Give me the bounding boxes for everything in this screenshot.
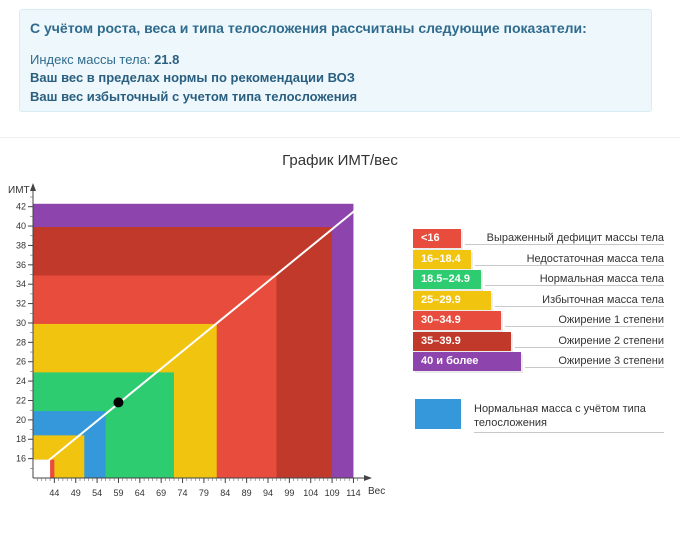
- x-tick-label: 44: [49, 488, 59, 498]
- who-norm-text: Ваш вес в пределах нормы по рекомендации…: [30, 70, 355, 85]
- result-panel: С учётом роста, веса и типа телосложения…: [19, 9, 652, 112]
- x-tick-label: 49: [71, 488, 81, 498]
- x-tick-label: 109: [325, 488, 340, 498]
- x-axis-label: Вес: [368, 486, 385, 497]
- legend-badge-0: <16: [413, 229, 461, 248]
- y-tick-label: 40: [16, 221, 26, 231]
- legend-swatch-body-type-norm: [415, 399, 461, 429]
- legend-badge-6: 40 и более: [413, 352, 521, 371]
- y-tick-label: 36: [16, 260, 26, 270]
- legend-label-body-type-norm: Нормальная масса с учётом типа телосложе…: [474, 402, 664, 433]
- x-tick-label: 104: [303, 488, 318, 498]
- chart-title: График ИМТ/вес: [282, 152, 398, 169]
- y-tick-label: 16: [16, 454, 26, 464]
- legend-badge-1: 16–18.4: [413, 249, 471, 269]
- legend-label-4: Ожирение 1 степени: [505, 314, 664, 327]
- y-tick-label: 28: [16, 337, 26, 347]
- legend-label-6: Ожирение 3 степени: [525, 355, 664, 368]
- legend-label-0: Выраженный дефицит массы тела: [465, 232, 664, 245]
- y-tick-label: 20: [16, 415, 26, 425]
- x-tick-label: 54: [92, 488, 102, 498]
- y-tick-label: 26: [16, 357, 26, 367]
- y-tick-label: 38: [16, 240, 26, 250]
- bmi-line: Индекс массы тела: 21.8: [30, 52, 179, 67]
- y-axis-label: ИМТ: [8, 185, 30, 196]
- y-tick-label: 42: [16, 202, 26, 212]
- y-axis-arrow: [30, 183, 36, 191]
- x-tick-label: 64: [135, 488, 145, 498]
- x-axis-arrow: [364, 475, 372, 481]
- y-tick-label: 22: [16, 395, 26, 405]
- x-tick-label: 84: [220, 488, 230, 498]
- legend-badge-5: 35–39.9: [413, 331, 511, 351]
- legend-badge-3: 25–29.9: [413, 290, 491, 310]
- y-tick-label: 18: [16, 434, 26, 444]
- x-tick-label: 59: [113, 488, 123, 498]
- legend-badge-4: 30–34.9: [413, 311, 501, 330]
- bmi-label: Индекс массы тела:: [30, 52, 151, 67]
- body-type-excess-text: Ваш вес избыточный с учетом типа телосло…: [30, 89, 358, 104]
- x-tick-label: 69: [156, 488, 166, 498]
- divider: [0, 137, 680, 138]
- x-tick-label: 89: [242, 488, 252, 498]
- legend-label-2: Нормальная масса тела: [485, 273, 664, 286]
- bmi-line: [32, 203, 363, 474]
- y-tick-label: 34: [16, 279, 26, 289]
- x-tick-label: 94: [263, 488, 273, 498]
- legend-label-5: Ожирение 2 степени: [515, 335, 664, 348]
- y-tick-label: 30: [16, 318, 26, 328]
- x-tick-label: 74: [178, 488, 188, 498]
- bmi-value: 21.8: [154, 52, 180, 67]
- x-tick-label: 114: [346, 488, 360, 498]
- x-tick-label: 99: [284, 488, 294, 498]
- y-tick-label: 24: [16, 376, 26, 386]
- legend-label-1: Недостаточная масса тела: [475, 253, 664, 266]
- legend-badge-2: 18.5–24.9: [413, 270, 481, 289]
- x-tick-label: 79: [199, 488, 209, 498]
- chart-zone-8: [33, 459, 51, 478]
- legend-label-3: Избыточная масса тела: [495, 294, 664, 307]
- current-bmi-point: [113, 397, 124, 408]
- y-tick-label: 32: [16, 299, 26, 309]
- result-title: С учётом роста, веса и типа телосложения…: [30, 20, 587, 36]
